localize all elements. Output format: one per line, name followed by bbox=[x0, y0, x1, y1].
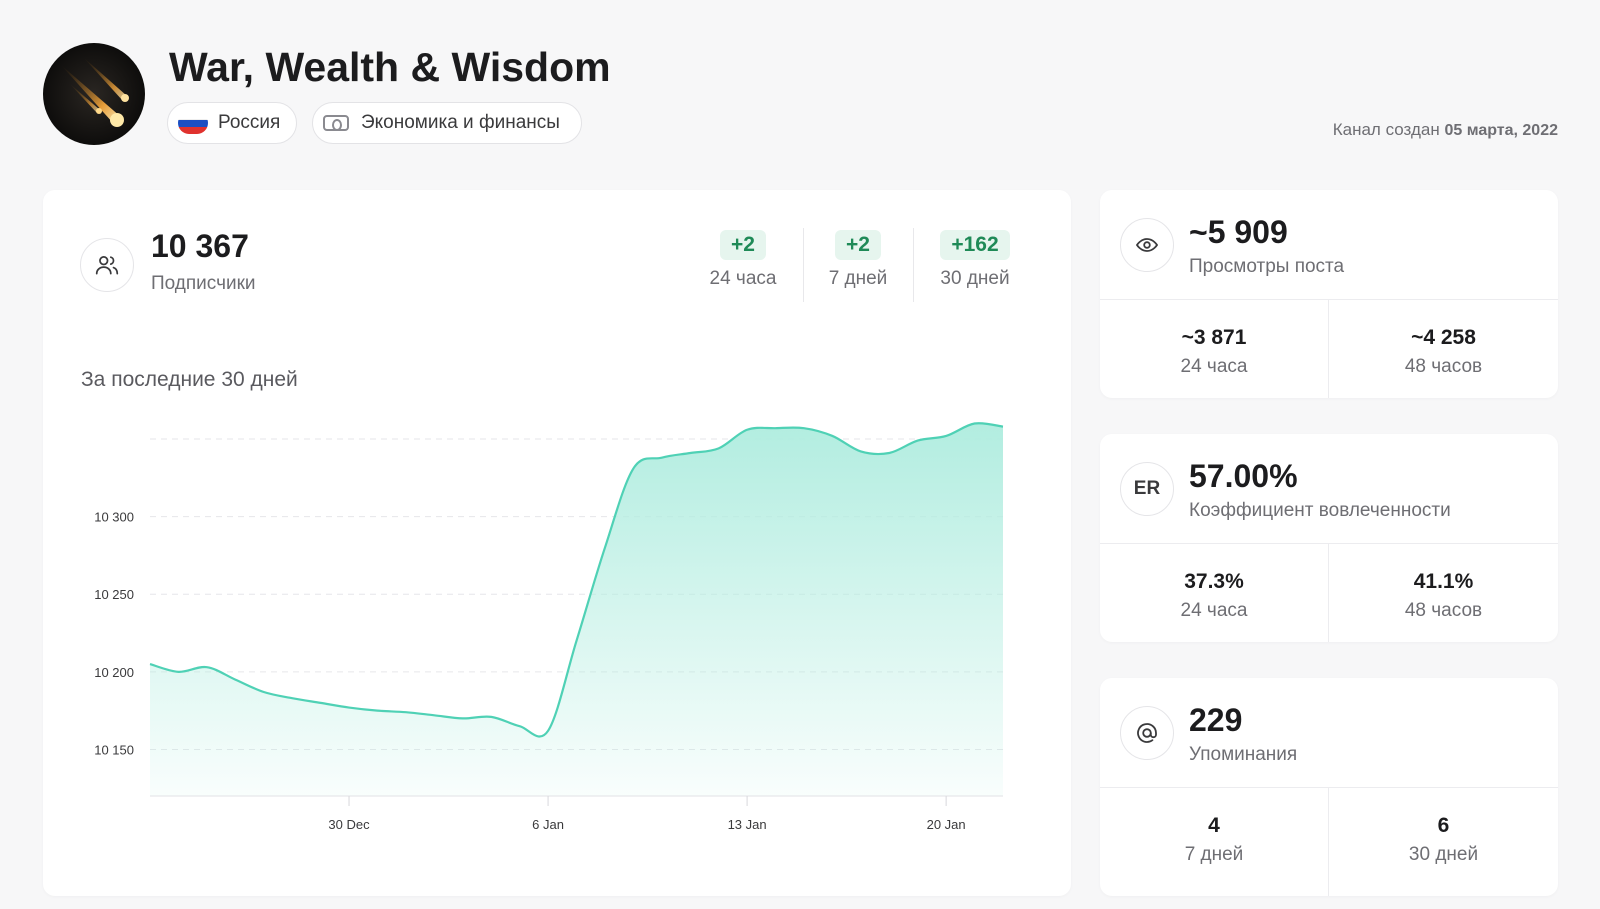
mentions-summary: 229 Упоминания bbox=[1100, 678, 1558, 788]
er-summary: ER 57.00% Коэффициент вовлеченности bbox=[1100, 434, 1558, 544]
growth-label: 24 часа bbox=[709, 268, 777, 289]
x-tick-label: 30 Dec bbox=[328, 817, 370, 832]
divider bbox=[803, 228, 804, 302]
y-tick-label: 10 200 bbox=[94, 665, 134, 680]
channel-title: War, Wealth & Wisdom bbox=[169, 44, 611, 90]
x-tick-label: 20 Jan bbox=[927, 817, 966, 832]
y-tick-label: 10 250 bbox=[94, 587, 134, 602]
er-48h: 41.1% 48 часов bbox=[1329, 544, 1558, 642]
category-chip[interactable]: Экономика и финансы bbox=[312, 102, 582, 144]
mentions-7d: 4 7 дней bbox=[1100, 788, 1329, 896]
cell-value: ~4 258 bbox=[1411, 326, 1476, 349]
cell-value: 6 bbox=[1437, 814, 1450, 837]
views-value: ~5 909 bbox=[1189, 214, 1288, 250]
country-chip[interactable]: Россия bbox=[167, 102, 297, 144]
subscribers-count: 10 367 bbox=[151, 228, 249, 264]
category-label: Экономика и финансы bbox=[361, 112, 560, 133]
created-date: 05 марта, 2022 bbox=[1444, 122, 1558, 139]
views-label: Просмотры поста bbox=[1189, 256, 1345, 277]
growth-badge: +2 bbox=[835, 230, 881, 260]
er-card: ER 57.00% Коэффициент вовлеченности 37.3… bbox=[1100, 434, 1558, 642]
cell-label: 30 дней bbox=[1408, 844, 1479, 865]
mentions-label: Упоминания bbox=[1189, 744, 1298, 765]
growth-7d: +2 7 дней bbox=[803, 230, 913, 290]
views-24h: ~3 871 24 часа bbox=[1100, 300, 1329, 398]
mentions-card: 229 Упоминания 4 7 дней 6 30 дней bbox=[1100, 678, 1558, 896]
users-icon bbox=[80, 238, 134, 292]
subscribers-chart[interactable]: 10 150 10 200 10 250 10 300 30 Dec 6 Jan 13 Ja… bbox=[43, 400, 1071, 870]
growth-badge: +162 bbox=[940, 230, 1010, 260]
cell-label: 24 часа bbox=[1180, 600, 1248, 621]
cell-label: 48 часов bbox=[1404, 600, 1483, 621]
views-card: ~5 909 Просмотры поста ~3 871 24 часа ~4… bbox=[1100, 190, 1558, 398]
er-icon: ER bbox=[1120, 462, 1174, 516]
er-icon-text: ER bbox=[1133, 478, 1161, 499]
growth-24h: +2 24 часа bbox=[688, 230, 798, 290]
growth-label: 30 дней bbox=[940, 268, 1010, 289]
divider bbox=[913, 228, 914, 302]
created-label: Канал создан bbox=[1332, 120, 1440, 139]
growth-badge: +2 bbox=[720, 230, 766, 260]
channel-header: War, Wealth & Wisdom Россия Экономика и … bbox=[43, 42, 1558, 146]
country-label: Россия bbox=[218, 112, 281, 133]
cell-label: 48 часов bbox=[1404, 356, 1483, 377]
views-summary: ~5 909 Просмотры поста bbox=[1100, 190, 1558, 300]
series-line bbox=[149, 422, 1004, 738]
er-label: Коэффициент вовлеченности bbox=[1189, 500, 1451, 521]
subscribers-label: Подписчики bbox=[151, 273, 256, 294]
meteor-icon bbox=[61, 57, 129, 127]
eye-icon bbox=[1120, 218, 1174, 272]
channel-created: Канал создан 05 марта, 2022 bbox=[1333, 120, 1558, 140]
growth-30d: +162 30 дней bbox=[920, 230, 1030, 290]
er-24h: 37.3% 24 часа bbox=[1100, 544, 1329, 642]
cell-label: 24 часа bbox=[1180, 356, 1248, 377]
russia-flag-icon bbox=[178, 112, 208, 134]
x-tick-label: 6 Jan bbox=[532, 817, 564, 832]
cell-value: 41.1% bbox=[1413, 570, 1474, 593]
channel-avatar bbox=[43, 43, 145, 145]
views-48h: ~4 258 48 часов bbox=[1329, 300, 1558, 398]
mentions-30d: 6 30 дней bbox=[1329, 788, 1558, 896]
at-icon bbox=[1120, 706, 1174, 760]
mentions-value: 229 bbox=[1189, 702, 1243, 738]
growth-label: 7 дней bbox=[828, 268, 888, 289]
cell-value: ~3 871 bbox=[1181, 326, 1247, 349]
money-icon bbox=[323, 115, 349, 131]
period-label: За последние 30 дней bbox=[81, 368, 298, 391]
y-tick-label: 10 150 bbox=[94, 742, 134, 757]
series-area bbox=[150, 423, 1003, 796]
x-tick-label: 13 Jan bbox=[728, 817, 767, 832]
cell-value: 4 bbox=[1208, 814, 1220, 837]
y-tick-label: 10 300 bbox=[94, 510, 134, 525]
cell-label: 7 дней bbox=[1184, 844, 1244, 865]
subscribers-card: 10 367 Подписчики +2 24 часа +2 7 дней +… bbox=[43, 190, 1071, 896]
cell-value: 37.3% bbox=[1184, 570, 1244, 593]
er-value: 57.00% bbox=[1189, 458, 1298, 494]
